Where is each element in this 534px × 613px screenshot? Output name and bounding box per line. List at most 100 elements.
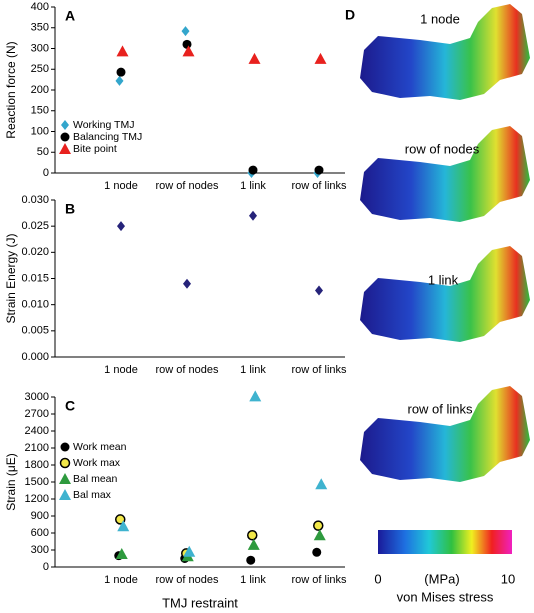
- x-tick-label: row of nodes: [156, 574, 219, 586]
- data-point: [249, 390, 262, 402]
- y-tick-label: 1800: [25, 459, 49, 471]
- y-tick-label: 2400: [25, 425, 49, 437]
- legend-label: Balancing TMJ: [73, 131, 142, 143]
- panel-letter: C: [65, 398, 75, 414]
- colorbar-max: 10: [501, 571, 515, 586]
- y-tick-label: 0.020: [21, 246, 49, 258]
- data-point: [314, 52, 327, 64]
- x-tick-label: 1 node: [104, 364, 138, 376]
- y-tick-label: 150: [31, 105, 49, 117]
- y-axis-label: Strain Energy (J): [4, 233, 18, 323]
- legend-label: Working TMJ: [73, 119, 134, 131]
- colorbar-label: von Mises stress: [397, 589, 494, 604]
- y-tick-label: 0.025: [21, 220, 49, 232]
- legend-label: Bal max: [73, 489, 112, 501]
- legend-marker: [59, 143, 71, 154]
- data-point: [115, 75, 124, 86]
- y-tick-label: 0.015: [21, 272, 49, 284]
- panel-letter: A: [65, 8, 75, 24]
- x-tick-label: row of links: [291, 364, 347, 376]
- colorbar-min: 0: [374, 571, 381, 586]
- x-tick-label: row of nodes: [156, 180, 219, 192]
- y-tick-label: 3000: [25, 391, 49, 403]
- data-point: [314, 165, 324, 175]
- y-tick-label: 600: [31, 527, 49, 539]
- legend-label: Bite point: [73, 143, 117, 155]
- data-point: [117, 520, 130, 532]
- y-tick-label: 50: [37, 146, 49, 158]
- data-point: [247, 538, 260, 550]
- x-tick-label: 1 node: [104, 180, 138, 192]
- y-tick-label: 2700: [25, 408, 49, 420]
- jaw-model: [360, 126, 530, 222]
- data-point: [248, 165, 258, 175]
- data-point: [183, 545, 196, 557]
- data-point: [315, 478, 328, 490]
- x-tick-label: row of links: [291, 574, 347, 586]
- y-tick-label: 200: [31, 84, 49, 96]
- y-tick-label: 2100: [25, 442, 49, 454]
- data-point: [315, 285, 323, 296]
- y-tick-label: 0.005: [21, 325, 49, 337]
- y-tick-label: 0.010: [21, 299, 49, 311]
- data-point: [313, 529, 326, 541]
- legend-marker: [60, 132, 70, 142]
- y-tick-label: 350: [31, 22, 49, 34]
- model-label: row of nodes: [405, 141, 480, 156]
- legend-marker: [61, 120, 69, 130]
- legend-marker: [59, 473, 71, 484]
- data-point: [249, 210, 257, 221]
- y-tick-label: 900: [31, 510, 49, 522]
- y-tick-label: 0: [43, 561, 49, 573]
- data-point: [246, 555, 256, 565]
- data-point: [247, 530, 258, 541]
- panel-letter: D: [345, 7, 355, 23]
- legend-marker: [60, 442, 70, 452]
- data-point: [115, 547, 128, 559]
- x-tick-label: 1 link: [240, 180, 266, 192]
- y-tick-label: 100: [31, 125, 49, 137]
- data-point: [182, 45, 195, 57]
- data-point: [117, 221, 125, 232]
- data-point: [182, 39, 192, 49]
- data-point: [183, 278, 191, 289]
- y-tick-label: 0: [43, 167, 49, 179]
- x-tick-label: 1 node: [104, 574, 138, 586]
- legend-label: Work max: [73, 457, 121, 469]
- y-tick-label: 0.030: [21, 194, 49, 206]
- panel-letter: B: [65, 201, 75, 217]
- model-label: row of links: [407, 401, 473, 416]
- y-tick-label: 250: [31, 63, 49, 75]
- panel-d: D 1 node row of nodes 1 link row of link…: [345, 4, 530, 604]
- model-label: 1 node: [420, 11, 460, 26]
- model-label: 1 link: [428, 272, 459, 287]
- legend-marker: [59, 489, 71, 500]
- y-tick-label: 400: [31, 1, 49, 13]
- colorbar: [378, 530, 512, 554]
- data-point: [248, 52, 261, 64]
- legend-marker: [59, 457, 71, 469]
- y-tick-label: 1500: [25, 476, 49, 488]
- x-axis-label: TMJ restraint: [162, 595, 238, 610]
- y-axis-label: Reaction force (N): [4, 41, 18, 138]
- x-tick-label: 1 link: [240, 574, 266, 586]
- y-tick-label: 1200: [25, 493, 49, 505]
- data-point: [181, 26, 190, 37]
- legend-label: Work mean: [73, 441, 127, 453]
- data-point: [313, 520, 324, 531]
- jaw-model: [360, 386, 530, 482]
- colorbar-unit: (MPa): [424, 571, 459, 586]
- y-tick-label: 0.000: [21, 351, 49, 363]
- x-tick-label: 1 link: [240, 364, 266, 376]
- data-point: [312, 547, 322, 557]
- data-point: [116, 45, 129, 57]
- y-tick-label: 300: [31, 42, 49, 54]
- legend-label: Bal mean: [73, 473, 118, 485]
- jaw-model: [360, 246, 530, 342]
- x-tick-label: row of nodes: [156, 364, 219, 376]
- y-axis-label: Strain (μE): [4, 453, 18, 511]
- y-tick-label: 300: [31, 544, 49, 556]
- x-tick-label: row of links: [291, 180, 347, 192]
- data-point: [116, 67, 126, 77]
